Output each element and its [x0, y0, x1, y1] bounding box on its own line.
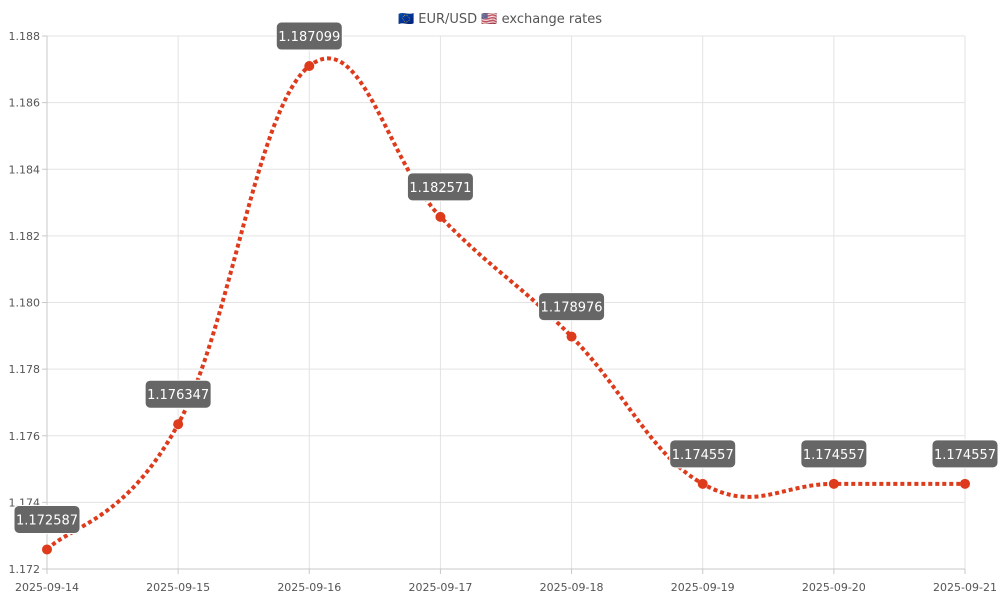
x-tick-label: 2025-09-19: [671, 581, 735, 594]
x-tick-label: 2025-09-21: [933, 581, 997, 594]
x-tick-label: 2025-09-18: [540, 581, 604, 594]
data-label: 1.182571: [406, 172, 474, 202]
data-label-text: 1.174557: [934, 448, 996, 463]
x-tick-label: 2025-09-14: [15, 581, 79, 594]
data-label-badge: [538, 292, 606, 322]
y-axis-ticks: 1.1721.1741.1761.1781.1801.1821.1841.186…: [9, 30, 41, 576]
data-label: 1.187099: [275, 21, 343, 51]
data-label-badge: [406, 172, 474, 202]
x-tick-label: 2025-09-17: [408, 581, 472, 594]
series: [45, 56, 965, 551]
y-tick-label: 1.182: [9, 230, 41, 243]
x-tick-label: 2025-09-20: [802, 581, 866, 594]
data-point: [960, 478, 970, 489]
data-point: [304, 61, 315, 72]
x-tick-label: 2025-09-15: [146, 581, 210, 594]
data-labels: 1.172587 1.176347 1.187099 1.182571 1.178976…: [13, 21, 999, 534]
y-tick-label: 1.188: [9, 30, 41, 43]
x-tick-label: 2025-09-16: [277, 581, 341, 594]
data-label: 1.174557: [931, 439, 999, 469]
data-label-text: 1.174557: [672, 448, 734, 463]
data-points: [42, 61, 970, 555]
y-tick-label: 1.178: [9, 363, 41, 376]
data-point: [566, 331, 577, 342]
data-label: 1.174557: [669, 439, 737, 469]
data-label-text: 1.176347: [147, 388, 209, 403]
y-tick-label: 1.176: [9, 430, 41, 443]
data-label-text: 1.174557: [803, 448, 865, 463]
grid: [46, 35, 966, 570]
y-tick-label: 1.184: [9, 163, 41, 176]
y-tick-label: 1.186: [9, 97, 41, 110]
data-label-badge: [275, 21, 343, 51]
data-label-badge: [13, 504, 81, 534]
data-point: [435, 211, 446, 222]
data-label-text: 1.182571: [409, 181, 471, 196]
data-point: [173, 419, 184, 430]
data-label-badge: [144, 379, 212, 409]
data-label-text: 1.178976: [541, 301, 603, 316]
y-tick-label: 1.172: [9, 563, 41, 576]
data-label-badge: [800, 439, 868, 469]
data-label-badge: [931, 439, 999, 469]
data-point: [697, 478, 708, 489]
y-tick-label: 1.180: [9, 297, 41, 310]
data-label: 1.176347: [144, 379, 212, 409]
data-point: [828, 478, 839, 489]
chart-title: 🇪🇺 EUR/USD 🇺🇸 exchange rates: [398, 12, 602, 27]
data-label: 1.172587: [13, 504, 81, 534]
data-label-badge: [669, 439, 737, 469]
data-label: 1.174557: [800, 439, 868, 469]
series-line: [45, 56, 965, 551]
data-label-text: 1.172587: [16, 513, 78, 528]
data-label: 1.178976: [538, 292, 606, 322]
axes: [42, 35, 966, 574]
data-label-text: 1.187099: [278, 30, 340, 45]
data-point: [42, 544, 52, 555]
x-axis-ticks: 2025-09-14 2025-09-15 2025-09-16 2025-09-17…: [15, 581, 997, 594]
